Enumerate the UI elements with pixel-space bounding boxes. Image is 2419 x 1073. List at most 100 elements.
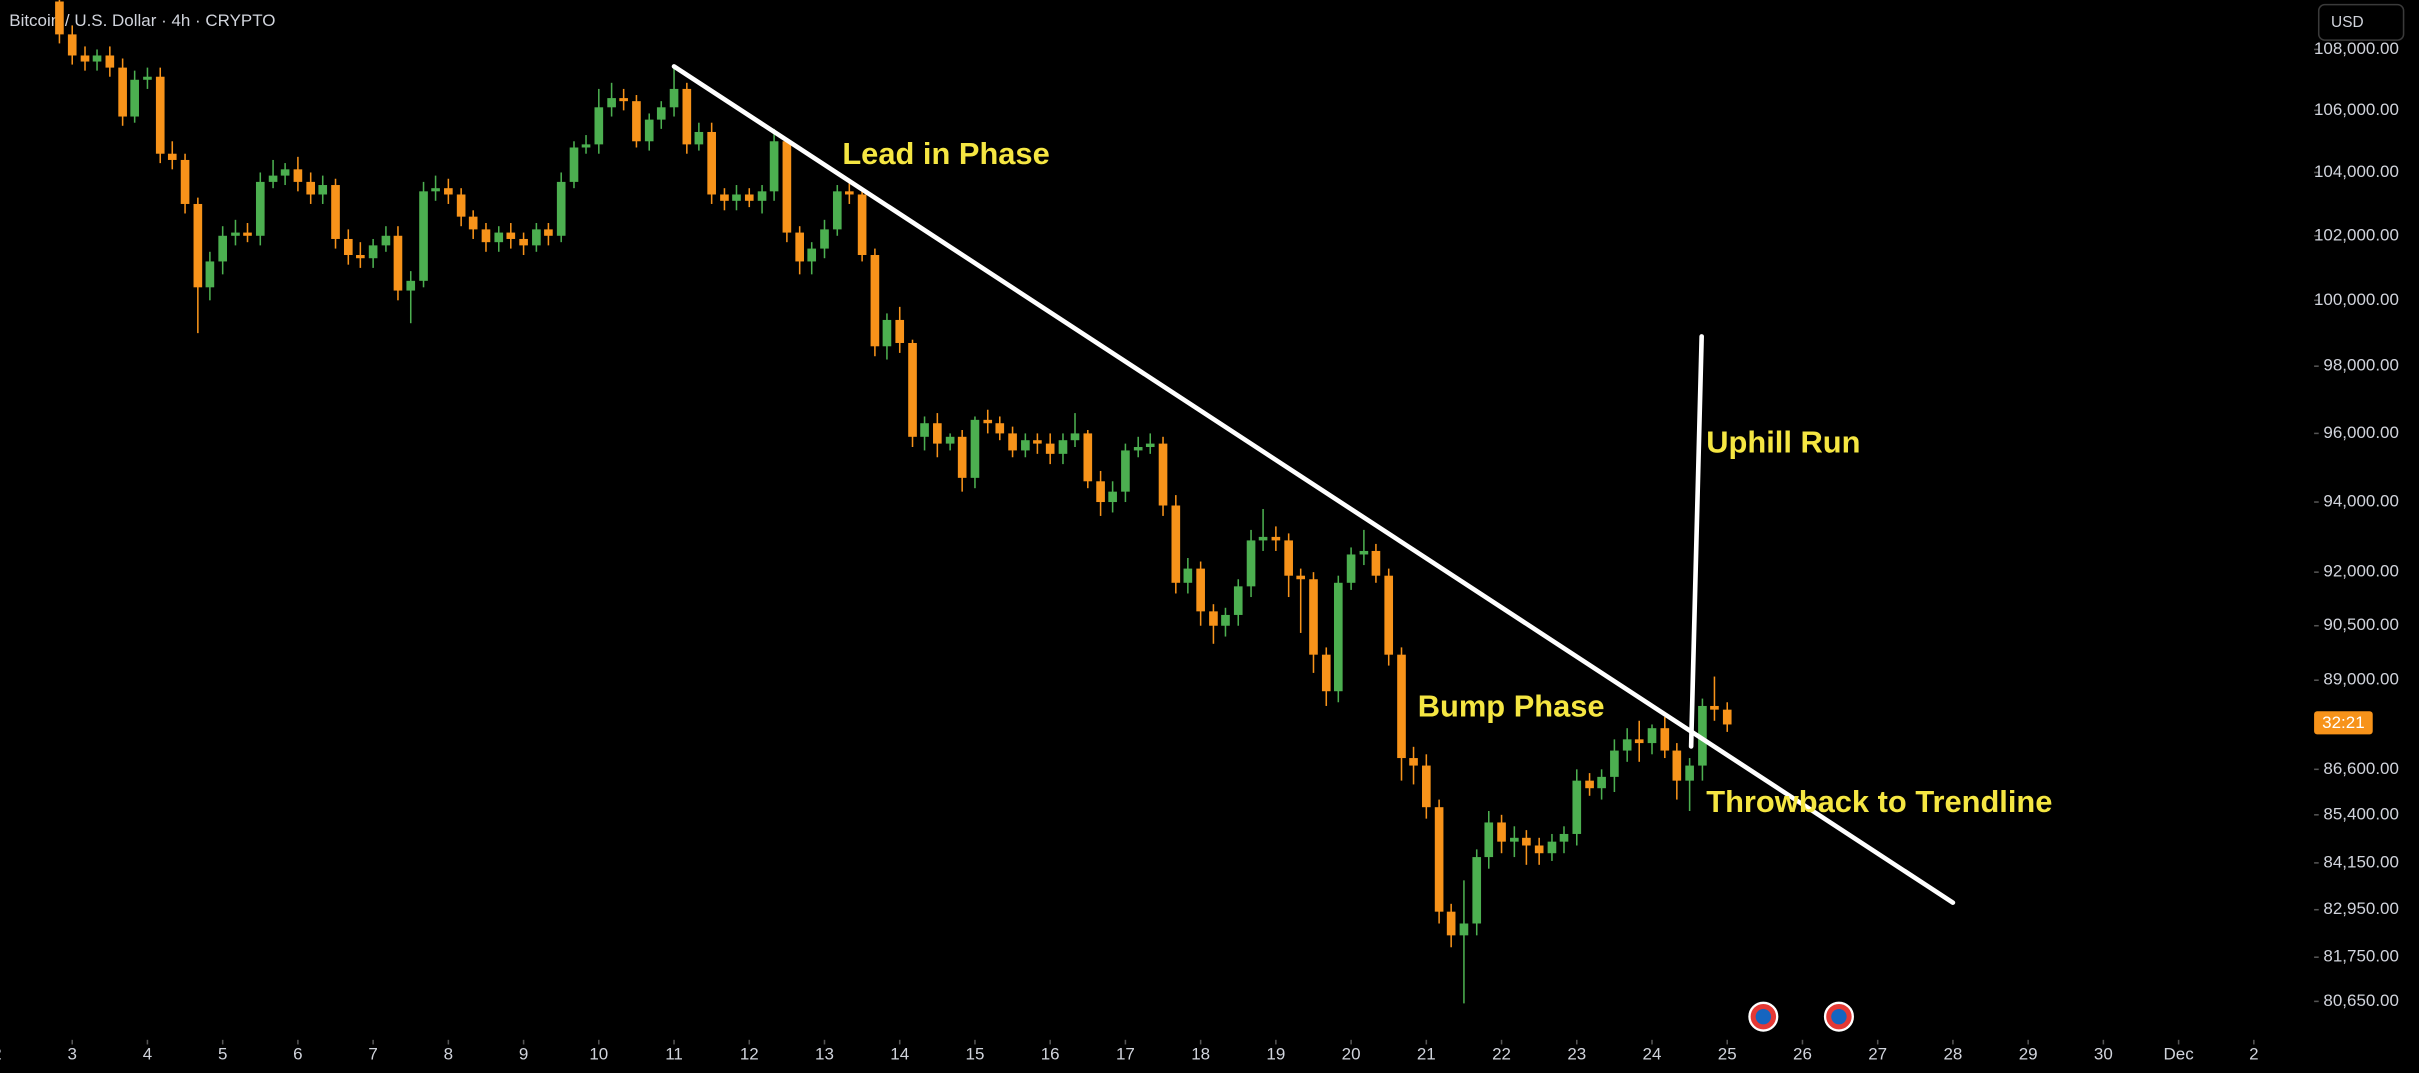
candle-body bbox=[1585, 780, 1594, 789]
candle-body bbox=[1070, 433, 1080, 441]
annotation: Lead in Phase bbox=[842, 136, 1049, 171]
candle-body bbox=[55, 1, 64, 35]
candle-body bbox=[656, 107, 666, 120]
candle-body bbox=[481, 229, 491, 243]
candle-body bbox=[1033, 440, 1042, 444]
currency-label[interactable]: USD bbox=[2331, 14, 2364, 31]
candle-body bbox=[669, 88, 679, 108]
y-tick-label: 90,500.00 bbox=[2323, 615, 2399, 634]
candle-body bbox=[268, 175, 278, 182]
candle-body bbox=[280, 169, 290, 176]
y-tick-label: 86,600.00 bbox=[2323, 759, 2399, 778]
y-tick-label: 81,750.00 bbox=[2323, 947, 2399, 966]
candle-body bbox=[644, 119, 654, 142]
x-tick-label: 4 bbox=[143, 1045, 152, 1064]
candle-body bbox=[1258, 536, 1268, 541]
candle-body bbox=[1121, 450, 1130, 492]
candle-body bbox=[1321, 654, 1331, 692]
candle-body bbox=[845, 191, 854, 195]
x-tick-label: 29 bbox=[2019, 1045, 2038, 1064]
candle-body bbox=[143, 76, 152, 80]
symbol-title[interactable]: Bitcoin / U.S. Dollar · 4h · CRYPTO bbox=[9, 11, 275, 30]
event-icon[interactable] bbox=[1823, 1001, 1854, 1032]
candle-body bbox=[983, 419, 993, 424]
candle-body bbox=[707, 131, 716, 195]
x-tick-label: 20 bbox=[1342, 1045, 1361, 1064]
candle-body bbox=[381, 235, 391, 246]
candle-body bbox=[431, 188, 440, 192]
candle-body bbox=[1634, 739, 1644, 744]
x-tick-label: 9 bbox=[519, 1045, 528, 1064]
candle-body bbox=[1133, 447, 1143, 451]
x-tick-label: 16 bbox=[1041, 1045, 1060, 1064]
candle-body bbox=[105, 55, 115, 68]
candle-body bbox=[243, 232, 252, 236]
candle-body bbox=[1409, 758, 1418, 766]
x-tick-label: Dec bbox=[2164, 1045, 2195, 1064]
candle-body bbox=[1510, 837, 1519, 842]
candle-body bbox=[920, 423, 929, 437]
candle-body bbox=[255, 181, 265, 236]
candle-body bbox=[293, 169, 303, 182]
x-tick-label: 24 bbox=[1643, 1045, 1662, 1064]
candle-body bbox=[1397, 654, 1406, 759]
candle-body bbox=[682, 88, 692, 145]
candle-body bbox=[1309, 579, 1318, 655]
x-tick-label: 11 bbox=[665, 1045, 683, 1064]
y-tick-label: 104,000.00 bbox=[2314, 162, 2399, 181]
x-tick-label: 5 bbox=[218, 1045, 227, 1064]
x-tick-label: 30 bbox=[2094, 1045, 2113, 1064]
x-tick-label: 15 bbox=[966, 1045, 985, 1064]
x-tick-label: 18 bbox=[1191, 1045, 1210, 1064]
candle-body bbox=[92, 55, 102, 62]
candle-body bbox=[970, 419, 980, 478]
candle-body bbox=[1021, 440, 1030, 451]
x-tick-label: 25 bbox=[1718, 1045, 1737, 1064]
y-tick-label: 100,000.00 bbox=[2314, 290, 2399, 309]
x-tick-label: 12 bbox=[740, 1045, 759, 1064]
candle-body bbox=[1534, 845, 1544, 854]
candle-body bbox=[1384, 575, 1394, 655]
y-tick-label: 85,400.00 bbox=[2323, 804, 2399, 823]
candle-body bbox=[1359, 550, 1369, 555]
x-tick-label: 13 bbox=[815, 1045, 834, 1064]
candle-body bbox=[1346, 554, 1356, 583]
event-icon[interactable] bbox=[1748, 1001, 1779, 1032]
candle-body bbox=[1547, 841, 1557, 854]
candle-body bbox=[532, 229, 541, 246]
candle-body bbox=[155, 76, 165, 154]
candle-body bbox=[218, 235, 227, 262]
candle-body bbox=[795, 232, 804, 262]
x-tick-label: 23 bbox=[1567, 1045, 1586, 1064]
candle-body bbox=[80, 55, 90, 62]
candle-body bbox=[318, 185, 328, 195]
candle-body bbox=[167, 153, 177, 160]
trendline bbox=[1688, 334, 1704, 749]
x-tick-label: 28 bbox=[1943, 1045, 1962, 1064]
candle-body bbox=[720, 194, 729, 201]
candle-body bbox=[1108, 491, 1117, 503]
y-tick-label: 96,000.00 bbox=[2323, 423, 2399, 442]
countdown: 32:21 bbox=[2322, 713, 2364, 732]
x-tick-label: 3 bbox=[68, 1045, 77, 1064]
candle-body bbox=[732, 194, 741, 201]
candle-body bbox=[1484, 822, 1494, 858]
candle-body bbox=[180, 159, 190, 204]
annotation: Uphill Run bbox=[1706, 424, 1860, 459]
candle-body bbox=[1572, 780, 1582, 834]
candle-body bbox=[205, 261, 215, 288]
currency-button[interactable] bbox=[2317, 3, 2405, 41]
candle-body bbox=[1183, 568, 1193, 583]
candle-body bbox=[368, 245, 378, 259]
candle-body bbox=[632, 101, 641, 142]
candle-body bbox=[1209, 611, 1218, 626]
candle-body bbox=[1045, 443, 1055, 454]
candle-body bbox=[581, 144, 591, 148]
y-tick-label: 94,000.00 bbox=[2323, 492, 2399, 511]
y-tick-label: 84,150.00 bbox=[2323, 852, 2399, 871]
y-tick-label: 92,000.00 bbox=[2323, 562, 2399, 581]
candle-body bbox=[231, 232, 240, 236]
candle-body bbox=[882, 319, 892, 347]
candle-body bbox=[908, 342, 917, 437]
